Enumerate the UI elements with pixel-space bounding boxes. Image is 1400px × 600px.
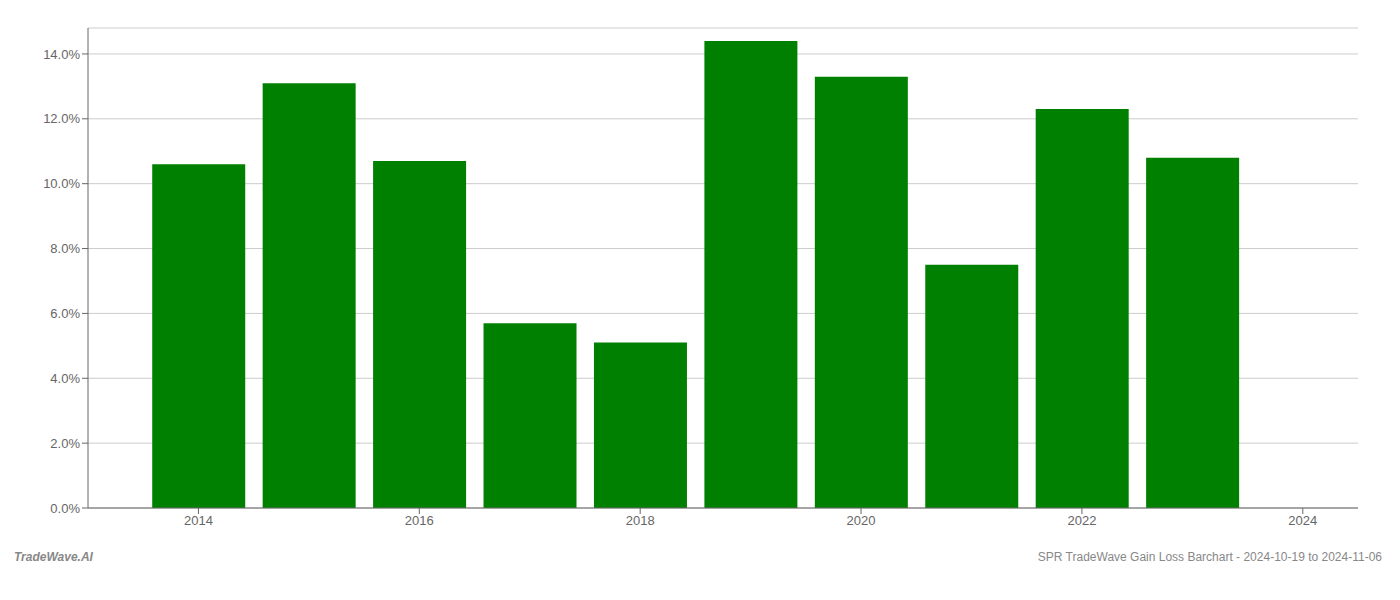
html-text:SPR TradeWave Gain Loss Barcha: SPR TradeWave Gain Loss Barchart - 2024-…: [1037, 550, 1382, 564]
svg-text:2024: 2024: [1288, 513, 1317, 528]
svg-text:2020: 2020: [847, 513, 876, 528]
svg-text:14.0%: 14.0%: [43, 47, 80, 62]
html-text:TradeWave.AI: TradeWave.AI: [14, 550, 93, 564]
svg-text:12.0%: 12.0%: [43, 111, 80, 126]
svg-text:0.0%: 0.0%: [50, 501, 80, 516]
svg-text:2016: 2016: [405, 513, 434, 528]
svg-text:8.0%: 8.0%: [50, 241, 80, 256]
svg-text:2018: 2018: [626, 513, 655, 528]
svg-text:4.0%: 4.0%: [50, 371, 80, 386]
svg-text:2014: 2014: [184, 513, 213, 528]
svg-text:10.0%: 10.0%: [43, 176, 80, 191]
svg-text:2.0%: 2.0%: [50, 436, 80, 451]
svg-text:6.0%: 6.0%: [50, 306, 80, 321]
svg-text:2022: 2022: [1067, 513, 1096, 528]
